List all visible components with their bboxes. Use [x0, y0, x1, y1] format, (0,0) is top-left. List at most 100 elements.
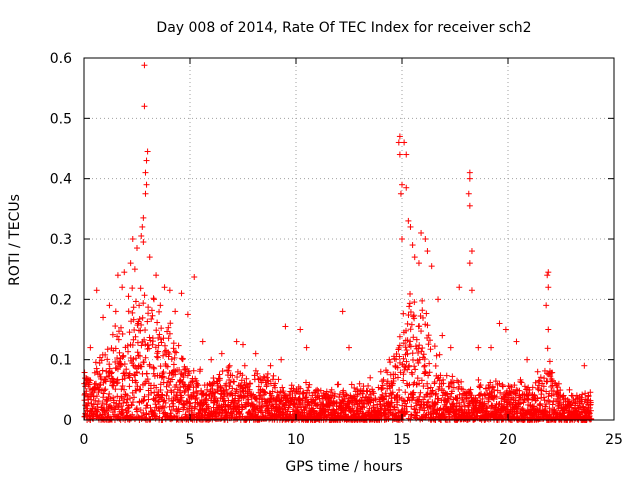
data-point — [118, 386, 125, 393]
data-point — [166, 382, 173, 389]
data-point — [336, 394, 343, 401]
data-point — [154, 319, 161, 326]
data-point — [146, 334, 153, 341]
data-point — [158, 339, 165, 346]
data-point — [107, 405, 114, 412]
data-point — [223, 380, 230, 387]
data-point — [145, 304, 152, 311]
data-point — [160, 335, 167, 342]
data-point — [411, 363, 418, 370]
data-point — [179, 355, 186, 362]
data-point — [132, 298, 139, 305]
data-point — [102, 386, 109, 393]
data-point — [524, 395, 531, 402]
data-point — [141, 103, 148, 110]
data-point — [178, 370, 185, 377]
data-point — [126, 329, 133, 336]
data-point — [144, 376, 151, 383]
data-point — [181, 402, 188, 409]
data-point — [377, 368, 384, 375]
data-point — [403, 184, 410, 191]
data-point — [210, 375, 217, 382]
data-point — [260, 373, 267, 380]
data-point — [125, 408, 132, 415]
data-point — [436, 351, 443, 358]
x-tick-label: 10 — [287, 432, 305, 448]
data-point — [406, 303, 413, 310]
data-point — [449, 373, 456, 380]
data-point — [335, 381, 342, 388]
data-point — [136, 302, 143, 309]
data-point — [115, 336, 122, 343]
data-point — [128, 402, 135, 409]
data-point — [502, 326, 509, 333]
data-point — [175, 405, 182, 412]
data-point — [125, 293, 132, 300]
data-point — [142, 354, 149, 361]
data-point — [148, 316, 155, 323]
data-point — [217, 415, 224, 422]
data-point — [411, 299, 418, 306]
data-point — [465, 190, 472, 197]
data-point — [290, 385, 297, 392]
data-point — [140, 359, 147, 366]
data-point — [468, 287, 475, 294]
data-point — [157, 302, 164, 309]
data-point — [407, 290, 414, 297]
data-point — [104, 346, 111, 353]
data-point — [194, 390, 201, 397]
data-point — [136, 316, 143, 323]
data-point — [297, 326, 304, 333]
data-point — [534, 368, 541, 375]
data-point — [102, 351, 109, 358]
data-point — [544, 272, 551, 279]
data-point — [110, 375, 117, 382]
data-point — [363, 387, 370, 394]
data-point — [138, 232, 145, 239]
data-point — [192, 396, 199, 403]
data-point — [263, 374, 270, 381]
data-point — [548, 383, 555, 390]
data-point — [566, 386, 573, 393]
data-point — [166, 403, 173, 410]
data-point — [84, 376, 91, 383]
data-point — [106, 361, 113, 368]
data-point — [174, 391, 181, 398]
data-point — [412, 366, 419, 373]
data-point — [139, 223, 146, 230]
data-point — [140, 239, 147, 246]
data-point — [187, 382, 194, 389]
data-point — [380, 376, 387, 383]
data-point — [136, 353, 143, 360]
data-points — [81, 62, 595, 423]
data-point — [157, 363, 164, 370]
data-point — [131, 266, 138, 273]
data-point — [246, 386, 253, 393]
data-point — [170, 403, 177, 410]
data-point — [177, 384, 184, 391]
data-point — [225, 364, 232, 371]
data-point — [270, 372, 277, 379]
data-point — [208, 356, 215, 363]
data-point — [120, 352, 127, 359]
data-point — [137, 327, 144, 334]
data-point — [190, 367, 197, 374]
data-point — [415, 349, 422, 356]
data-point — [365, 382, 372, 389]
data-point — [106, 302, 113, 309]
data-point — [166, 287, 173, 294]
data-point — [119, 330, 126, 337]
data-point — [132, 333, 139, 340]
data-point — [170, 340, 177, 347]
data-point — [169, 376, 176, 383]
data-point — [129, 342, 136, 349]
data-point — [100, 394, 107, 401]
data-point — [129, 309, 136, 316]
data-point — [155, 342, 162, 349]
data-point — [129, 360, 136, 367]
data-point — [279, 389, 286, 396]
data-point — [161, 284, 168, 291]
data-point — [165, 335, 172, 342]
data-point — [394, 374, 401, 381]
data-point — [396, 386, 403, 393]
